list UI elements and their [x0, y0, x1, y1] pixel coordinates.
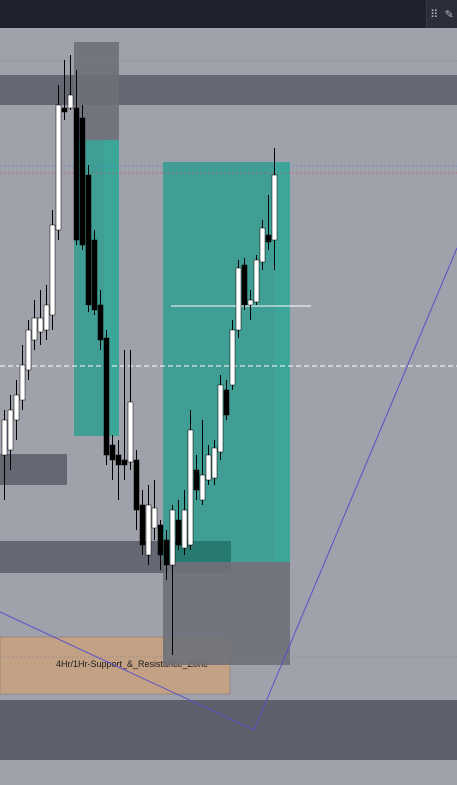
candle-body-38[interactable] — [229, 329, 236, 386]
candle-body-19[interactable] — [115, 454, 122, 466]
candlestick-series — [1, 55, 278, 655]
candle-body-32[interactable] — [193, 469, 200, 491]
candle-body-41[interactable] — [247, 299, 254, 306]
candle-body-13[interactable] — [79, 117, 86, 246]
candle-body-24[interactable] — [145, 504, 152, 556]
resistance-band-mid[interactable] — [0, 454, 67, 485]
candle-body-43[interactable] — [259, 227, 266, 263]
candle-body-9[interactable] — [55, 104, 62, 231]
chart-canvas[interactable]: 4Hr/1Hr-Support_&_Resistance_Zone — [0, 28, 457, 785]
long-position-stop-zone[interactable] — [163, 562, 290, 665]
candle-body-6[interactable] — [37, 317, 44, 333]
candle-body-0[interactable] — [1, 419, 8, 456]
support-band-bottom[interactable] — [0, 700, 457, 760]
pencil-icon[interactable]: ✎ — [444, 8, 454, 21]
candle-body-35[interactable] — [211, 447, 218, 479]
top-toolbar-tools: ⠿ ✎ — [426, 0, 457, 28]
drag-handle-icon[interactable]: ⠿ — [430, 8, 439, 21]
candle-body-7[interactable] — [43, 304, 50, 331]
candle-body-4[interactable] — [25, 329, 32, 371]
candle-body-40[interactable] — [241, 264, 248, 306]
candle-body-26[interactable] — [157, 524, 164, 556]
candle-body-15[interactable] — [91, 239, 98, 311]
trend-line-path[interactable] — [0, 247, 457, 731]
candle-body-28[interactable] — [169, 509, 176, 566]
candle-body-3[interactable] — [19, 364, 26, 401]
candle-body-8[interactable] — [49, 224, 56, 316]
candle-body-1[interactable] — [7, 409, 14, 451]
candle-body-5[interactable] — [31, 317, 38, 341]
candle-body-45[interactable] — [271, 174, 278, 241]
long-position-target-inner — [275, 162, 290, 562]
candle-body-27[interactable] — [163, 539, 170, 566]
candle-body-14[interactable] — [85, 174, 92, 306]
candle-body-31[interactable] — [187, 429, 194, 546]
candle-body-22[interactable] — [133, 459, 140, 511]
candle-body-37[interactable] — [223, 389, 230, 416]
support-resistance-zone-label: 4Hr/1Hr-Support_&_Resistance_Zone — [56, 659, 208, 669]
candle-body-29[interactable] — [175, 519, 182, 546]
candle-body-34[interactable] — [205, 454, 212, 481]
candle-body-23[interactable] — [139, 504, 146, 546]
long-position-target-zone[interactable] — [163, 162, 290, 562]
candle-body-42[interactable] — [253, 259, 260, 303]
candle-body-12[interactable] — [73, 107, 80, 241]
candle-body-10[interactable] — [61, 107, 68, 113]
candle-body-18[interactable] — [109, 444, 116, 461]
top-toolbar: ⠿ ✎ — [0, 0, 457, 28]
candle-body-39[interactable] — [235, 267, 242, 331]
candle-body-20[interactable] — [121, 459, 128, 466]
candle-body-33[interactable] — [199, 474, 206, 501]
candle-body-21[interactable] — [127, 401, 134, 463]
candle-body-2[interactable] — [13, 394, 20, 421]
candle-body-17[interactable] — [103, 337, 110, 456]
candle-body-30[interactable] — [181, 509, 188, 549]
candle-body-16[interactable] — [97, 304, 104, 341]
candle-body-36[interactable] — [217, 384, 224, 453]
long-position-entry-zone — [175, 541, 231, 562]
candle-body-25[interactable] — [151, 507, 158, 529]
candle-body-44[interactable] — [265, 234, 272, 243]
chart-area[interactable]: 4Hr/1Hr-Support_&_Resistance_Zone — [0, 28, 457, 785]
candle-body-11[interactable] — [67, 94, 74, 109]
